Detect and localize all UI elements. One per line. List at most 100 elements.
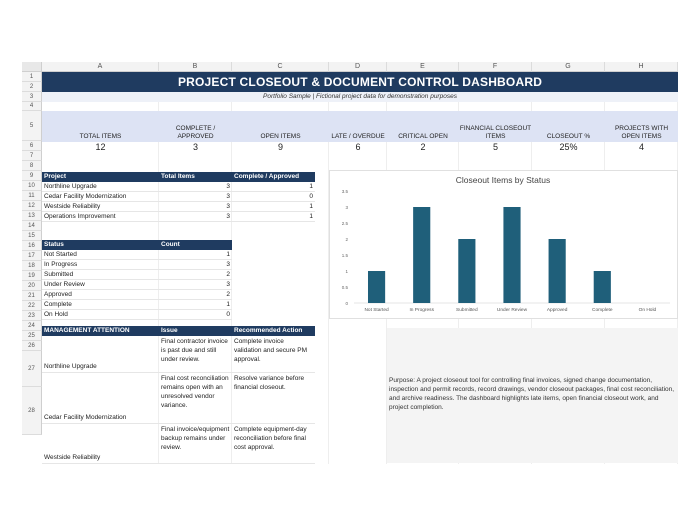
status-count-cell[interactable]: 3 — [159, 280, 232, 290]
attention-project-cell[interactable]: Northline Upgrade — [42, 336, 159, 373]
column-header-c[interactable]: C — [232, 62, 329, 72]
row-header-23[interactable]: 23 — [22, 311, 42, 321]
status-name-cell[interactable]: Under Review — [42, 280, 159, 290]
row-header-7[interactable]: 7 — [22, 151, 42, 161]
attention-project-cell[interactable]: Westside Reliability — [42, 424, 159, 464]
bar-not-started[interactable] — [367, 271, 386, 303]
attention-action-cell[interactable]: Complete invoice validation and secure P… — [232, 336, 315, 373]
bar-submitted[interactable] — [458, 239, 476, 303]
row-header-11[interactable]: 11 — [22, 191, 42, 201]
attention-action-cell[interactable]: Complete equipment-day reconciliation be… — [232, 424, 315, 464]
attention-action-cell[interactable]: Resolve variance before financial closeo… — [232, 373, 315, 424]
y-tick-label: 1.5 — [342, 253, 349, 258]
column-header-h[interactable]: H — [605, 62, 678, 72]
row-header-20[interactable]: 20 — [22, 281, 42, 291]
status-name-cell[interactable]: Approved — [42, 290, 159, 300]
column-header-e[interactable]: E — [387, 62, 459, 72]
complete-approved-cell[interactable]: 1 — [232, 202, 315, 212]
project-name-cell[interactable]: Northline Upgrade — [42, 182, 159, 192]
complete-approved-cell[interactable]: 0 — [232, 192, 315, 202]
kpi-label: CLOSEOUT % — [532, 111, 605, 142]
complete-approved-cell[interactable]: 1 — [232, 212, 315, 222]
row-header-14[interactable]: 14 — [22, 221, 42, 231]
row-header-2[interactable]: 2 — [22, 82, 42, 92]
select-all-corner[interactable] — [22, 62, 42, 72]
column-header-g[interactable]: G — [532, 62, 605, 72]
row-header-4[interactable]: 4 — [22, 102, 42, 111]
status-name-cell[interactable]: Complete — [42, 300, 159, 310]
x-tick-label: Approved — [547, 307, 568, 313]
row-header-1[interactable]: 1 — [22, 72, 42, 82]
row-header-25[interactable]: 25 — [22, 331, 42, 341]
bar-in-progress[interactable] — [413, 207, 431, 303]
row-header-16[interactable]: 16 — [22, 241, 42, 251]
total-items-cell[interactable]: 3 — [159, 212, 232, 222]
row-header-19[interactable]: 19 — [22, 271, 42, 281]
y-tick-label: 3.5 — [342, 189, 349, 194]
row-header-15[interactable]: 15 — [22, 231, 42, 241]
total-items-cell[interactable]: 3 — [159, 202, 232, 212]
kpi-value: 3 — [192, 142, 198, 152]
status-name-cell[interactable]: Not Started — [42, 250, 159, 260]
row-header-3[interactable]: 3 — [22, 92, 42, 102]
attention-issue-cell[interactable]: Final invoice/equipment backup remains u… — [159, 424, 232, 464]
row-header-28[interactable]: 28 — [22, 387, 42, 435]
column-header-f[interactable]: F — [459, 62, 532, 72]
row-header-22[interactable]: 22 — [22, 301, 42, 311]
row-header-27[interactable]: 27 — [22, 351, 42, 387]
project-name-cell[interactable]: Operations Improvement — [42, 212, 159, 222]
row-header-10[interactable]: 10 — [22, 181, 42, 191]
kpi-value: 4 — [638, 142, 644, 152]
row-header-8[interactable]: 8 — [22, 161, 42, 171]
bar-under-review[interactable] — [503, 207, 521, 303]
column-header-d[interactable]: D — [329, 62, 387, 72]
kpi-label: OPEN ITEMS — [232, 111, 329, 142]
y-tick-label: 0.5 — [342, 285, 349, 290]
dashboard-subtitle: Portfolio Sample | Fictional project dat… — [42, 92, 678, 102]
project-name-cell[interactable]: Cedar Facility Modernization — [42, 192, 159, 202]
project-col-header: Project — [42, 172, 159, 182]
project-name-cell[interactable]: Westside Reliability — [42, 202, 159, 212]
kpi-value: 2 — [420, 142, 426, 152]
row-header-5[interactable]: 5 — [22, 111, 42, 141]
kpi-label: CRITICAL OPEN — [387, 111, 459, 142]
row-header-9[interactable]: 9 — [22, 171, 42, 181]
attention-issue-cell[interactable]: Final cost reconciliation remains open w… — [159, 373, 232, 424]
attention-project-cell[interactable]: Cedar Facility Modernization — [42, 373, 159, 424]
row-header-12[interactable]: 12 — [22, 201, 42, 211]
attention-issue-cell[interactable]: Final contractor invoice is past due and… — [159, 336, 232, 373]
attention-col-header: MANAGEMENT ATTENTION — [42, 326, 159, 336]
kpi-label: PROJECTS WITH OPEN ITEMS — [605, 111, 678, 142]
row-header-17[interactable]: 17 — [22, 251, 42, 261]
bar-complete[interactable] — [593, 271, 611, 303]
issue-col-header: Issue — [159, 326, 232, 336]
status-count-cell[interactable]: 1 — [159, 250, 232, 260]
x-tick-label: Submitted — [456, 307, 478, 313]
dashboard-title: PROJECT CLOSEOUT & DOCUMENT CONTROL DASH… — [42, 72, 678, 92]
row-header-6[interactable]: 6 — [22, 141, 42, 151]
status-count-cell[interactable]: 2 — [159, 270, 232, 280]
column-header-b[interactable]: B — [159, 62, 232, 72]
total-items-cell[interactable]: 3 — [159, 182, 232, 192]
complete-approved-col-header: Complete / Approved — [232, 172, 315, 182]
total-items-cell[interactable]: 3 — [159, 192, 232, 202]
complete-approved-cell[interactable]: 1 — [232, 182, 315, 192]
status-count-cell[interactable]: 3 — [159, 260, 232, 270]
status-name-cell[interactable]: In Progress — [42, 260, 159, 270]
row-header-24[interactable]: 24 — [22, 321, 42, 331]
status-count-cell[interactable]: 1 — [159, 300, 232, 310]
status-count-cell[interactable]: 0 — [159, 310, 232, 320]
kpi-value: 12 — [95, 142, 106, 152]
status-bar-chart[interactable]: Closeout Items by Status 0 0.5 1 1.5 2 2.5 3 3.… — [329, 170, 678, 319]
status-name-cell[interactable]: On Hold — [42, 310, 159, 320]
row-header-26[interactable]: 26 — [22, 341, 42, 351]
bar-approved[interactable] — [548, 239, 566, 303]
row-header-13[interactable]: 13 — [22, 211, 42, 221]
row-header-21[interactable]: 21 — [22, 291, 42, 301]
status-name-cell[interactable]: Submitted — [42, 270, 159, 280]
x-tick-label: Complete — [592, 307, 613, 313]
status-count-cell[interactable]: 2 — [159, 290, 232, 300]
row-header-18[interactable]: 18 — [22, 261, 42, 271]
column-header-a[interactable]: A — [42, 62, 159, 72]
